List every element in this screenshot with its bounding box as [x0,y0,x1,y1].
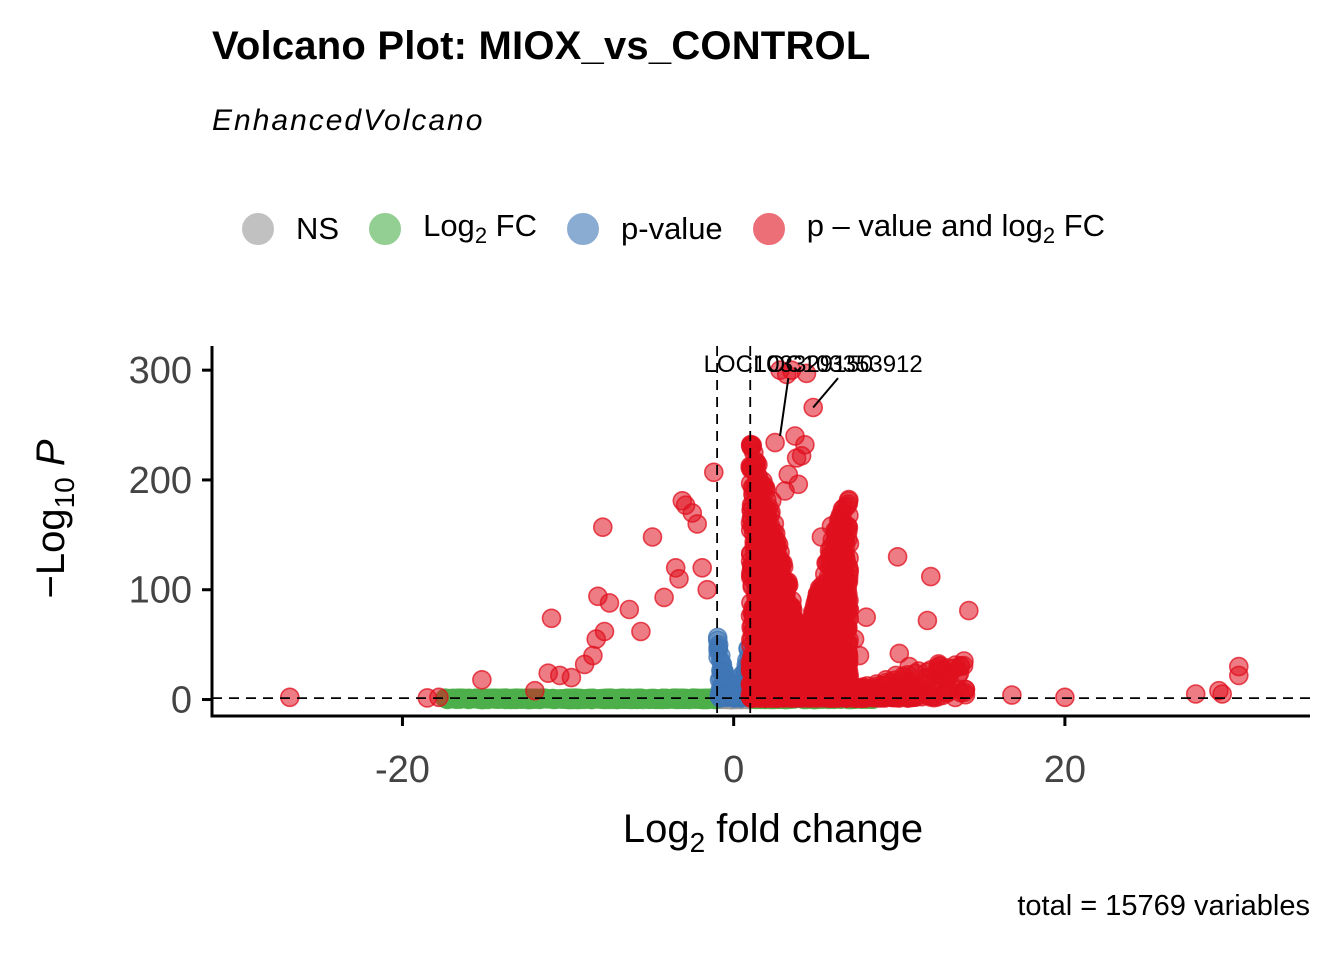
legend-label: p-value [621,211,723,246]
legend-item-fc: Log2 FC [369,208,537,249]
point-p [710,668,731,689]
legend-label: p – value and log2 FC [806,208,1106,249]
legend-item-fc-p: p – value and log2 FC [752,208,1106,249]
point-fc-p [760,523,781,544]
point-fc-p [929,664,949,685]
point-fc-p [749,600,770,621]
point-fc-p [955,684,976,705]
legend-swatch [369,213,402,245]
point-fc-p [817,595,838,615]
legend-swatch [752,213,785,245]
point-fc [594,689,615,710]
point-fc [639,689,660,710]
legend: NS Log2 FC p-value p – value and log2 FC [242,204,1135,254]
legend-item-ns: NS [242,211,339,247]
legend-label: NS [296,211,340,246]
point-fc [546,689,567,710]
point-fc-p [838,491,859,511]
legend-label: Log2 FC [423,208,537,249]
point-fc-p [756,568,776,589]
legend-swatch [242,213,274,245]
point-fc-p [746,454,766,475]
point-fc-p [768,601,789,622]
legend-swatch [567,213,599,245]
data-points [279,360,1249,710]
chart-title: Volcano Plot: MIOX_vs_CONTROL [212,24,871,68]
point-p [708,634,729,655]
point-fc [574,689,595,710]
legend-item-p: p-value [567,211,723,247]
chart-subtitle: EnhancedVolcano [212,104,485,137]
point-p [723,686,744,706]
point-fc-p [781,629,802,649]
